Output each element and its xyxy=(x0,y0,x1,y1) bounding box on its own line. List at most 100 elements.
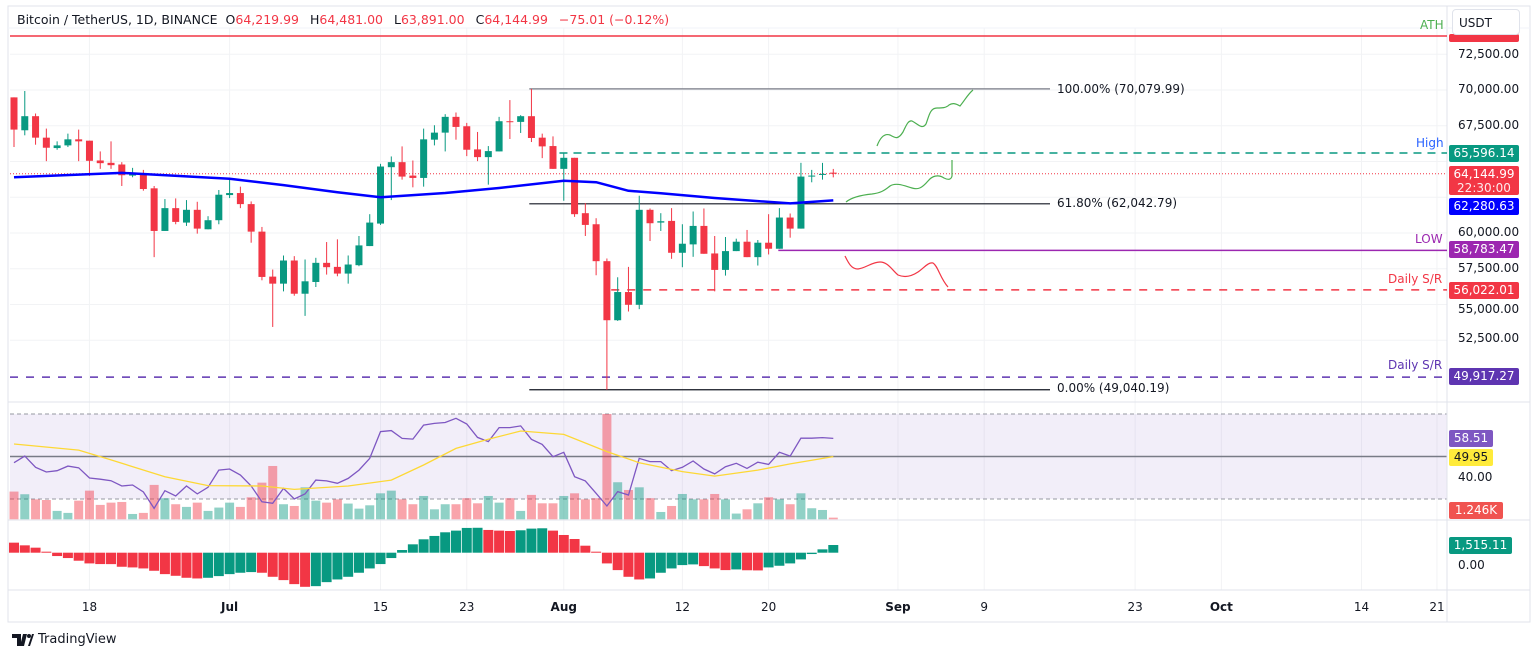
candle-body xyxy=(204,220,212,230)
volume-bar xyxy=(408,504,418,520)
price-tick: 57,500.00 xyxy=(1458,261,1520,275)
oscillator-bar xyxy=(537,528,548,553)
candle-body xyxy=(635,209,643,305)
volume-bar xyxy=(623,489,633,520)
currency-selector[interactable]: USDT xyxy=(1452,9,1520,35)
oscillator-bar xyxy=(246,552,257,573)
symbol-title[interactable]: Bitcoin / TetherUS, 1D, BINANCE xyxy=(17,12,218,27)
volume-bar xyxy=(548,503,558,520)
candle-body xyxy=(754,242,762,258)
high-price-tag: 65,596.14 xyxy=(1449,145,1519,162)
oscillator-bar xyxy=(515,530,526,553)
oscillator-bar xyxy=(763,552,774,568)
moving-average-series xyxy=(13,171,834,205)
oscillator-bar xyxy=(310,552,321,587)
volume-bar xyxy=(483,495,493,520)
volume-bar xyxy=(192,502,202,520)
candle-body xyxy=(355,245,363,266)
candle-body xyxy=(53,145,61,149)
oscillator-bar xyxy=(698,552,709,567)
candle-body xyxy=(538,137,546,147)
oscillator-bar xyxy=(375,552,386,565)
oscillator-bar xyxy=(343,552,354,577)
volume-bar xyxy=(828,517,838,520)
high-label: High xyxy=(1416,136,1444,150)
price-tick: 55,000.00 xyxy=(1458,302,1520,316)
volume-bar xyxy=(742,509,752,520)
oscillator-bar xyxy=(785,552,796,564)
candle-body xyxy=(301,281,309,294)
candle-body xyxy=(377,166,385,224)
candle-body xyxy=(387,162,395,168)
symbol-header: Bitcoin / TetherUS, 1D, BINANCE O64,219.… xyxy=(17,12,676,27)
bearish-path xyxy=(844,255,949,288)
ma-price-tag: 62,280.63 xyxy=(1449,198,1519,215)
low-price-tag: 58,783.47 xyxy=(1449,241,1519,258)
sr2-price-tag: 49,917.27 xyxy=(1449,368,1519,385)
candle-body xyxy=(280,260,287,284)
candle-body xyxy=(247,204,255,232)
price-tick: 60,000.00 xyxy=(1458,225,1520,239)
oscillator-bar xyxy=(224,552,235,575)
pane-frames xyxy=(7,5,1531,623)
oscillator-bar xyxy=(181,552,192,578)
volume-bar xyxy=(365,505,375,520)
oscillator-bar xyxy=(364,552,375,569)
candle-body xyxy=(592,224,600,262)
oscillator-bar xyxy=(677,552,688,566)
volume-bar xyxy=(440,504,450,520)
oscillator-bar xyxy=(84,552,95,564)
osc-tick: 0.00 xyxy=(1458,558,1485,572)
oscillator-bar xyxy=(817,549,828,553)
candle-body xyxy=(711,253,719,270)
candle-body xyxy=(775,217,783,249)
volume-series xyxy=(9,413,838,520)
oscillator-bar xyxy=(213,552,224,577)
candle-body xyxy=(172,208,180,222)
candle-body xyxy=(603,261,611,321)
candle-body xyxy=(96,160,104,164)
candle-body xyxy=(549,146,557,169)
volume-bar xyxy=(31,499,41,520)
candle-body xyxy=(571,157,579,215)
volume-bar xyxy=(9,491,19,520)
candle-body xyxy=(193,209,201,229)
tradingview-logo[interactable]: TradingView xyxy=(12,632,117,647)
volume-value-tag: 1.246K xyxy=(1449,502,1503,519)
candle-body xyxy=(420,139,428,178)
hand-drawn-paths xyxy=(844,89,974,288)
candle-body xyxy=(290,260,298,294)
close-label: C xyxy=(475,12,485,27)
oscillator-bar xyxy=(62,552,73,559)
oscillator-bar xyxy=(95,552,106,565)
rsi-ma-line xyxy=(13,430,834,491)
price-tick: 72,500.00 xyxy=(1458,47,1520,61)
candle-body xyxy=(743,241,751,258)
candle-body xyxy=(182,209,190,223)
oscillator-bar xyxy=(591,551,602,553)
candle-body xyxy=(495,121,503,152)
candle-body xyxy=(42,137,50,148)
volume-bar xyxy=(645,498,655,520)
volume-bar xyxy=(774,499,784,520)
volume-bar xyxy=(279,504,288,520)
volume-bar xyxy=(785,504,795,520)
oscillator-bar xyxy=(203,552,214,578)
candle-body xyxy=(430,132,438,140)
oscillator-bar xyxy=(30,547,41,553)
oscillator-bar xyxy=(149,552,160,571)
candle-body xyxy=(819,173,826,175)
oscillator-bar xyxy=(256,552,267,573)
oscillator-bar xyxy=(472,527,483,553)
volume-bar xyxy=(710,493,720,520)
volume-bar xyxy=(149,484,159,520)
candle-body xyxy=(64,139,72,146)
candle-body xyxy=(258,231,266,277)
candle-body xyxy=(484,151,492,158)
volume-bar xyxy=(268,465,278,520)
volume-bar xyxy=(677,493,687,520)
oscillator-series xyxy=(9,527,839,587)
volume-bar xyxy=(52,510,62,520)
oscillator-bar xyxy=(795,552,806,560)
